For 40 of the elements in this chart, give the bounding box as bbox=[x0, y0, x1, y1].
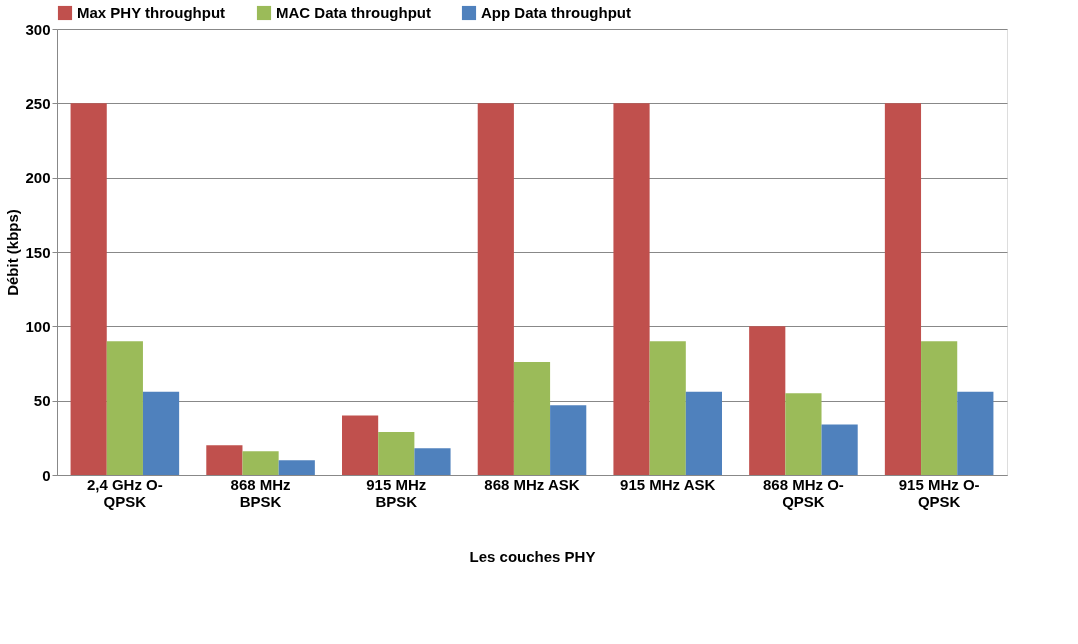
bar bbox=[785, 393, 822, 475]
bar bbox=[106, 341, 143, 475]
x-tick-label: 915 MHz O- QPSK bbox=[898, 475, 980, 510]
y-tick-label: 300 bbox=[25, 20, 51, 38]
x-tick-label: 868 MHz BPSK bbox=[230, 475, 291, 510]
legend-label: App Data throughput bbox=[481, 4, 631, 21]
bar bbox=[749, 326, 786, 475]
x-tick-label: 915 MHz ASK bbox=[620, 475, 716, 493]
y-tick-label: 250 bbox=[25, 94, 51, 112]
bar bbox=[550, 405, 587, 475]
bar bbox=[921, 341, 958, 475]
bar bbox=[884, 103, 922, 475]
legend-label: MAC Data throughput bbox=[276, 4, 431, 21]
x-tick-label: 915 MHz BPSK bbox=[366, 475, 427, 510]
bar bbox=[513, 362, 551, 475]
bar bbox=[957, 391, 994, 475]
bar bbox=[278, 460, 315, 475]
y-tick-label: 0 bbox=[42, 466, 51, 484]
y-tick-label: 50 bbox=[33, 392, 51, 410]
bar bbox=[414, 448, 451, 475]
x-tick-label: 2,4 GHz O- QPSK bbox=[86, 475, 163, 510]
bar bbox=[613, 103, 650, 475]
legend-label: Max PHY throughput bbox=[77, 4, 226, 21]
y-tick-label: 150 bbox=[25, 243, 51, 261]
bar bbox=[206, 445, 243, 475]
bar bbox=[821, 424, 858, 475]
y-tick-label: 200 bbox=[25, 169, 51, 187]
x-axis-title: Les couches PHY bbox=[469, 547, 596, 565]
bar bbox=[685, 391, 722, 475]
bar bbox=[477, 103, 514, 475]
y-tick-label: 100 bbox=[25, 317, 51, 335]
bar bbox=[378, 431, 415, 475]
bar bbox=[242, 451, 279, 475]
y-axis-title: Débit (kbps) bbox=[4, 209, 22, 296]
bar bbox=[649, 341, 686, 475]
bar bbox=[342, 415, 379, 475]
x-tick-label: 868 MHz ASK bbox=[484, 475, 580, 493]
x-tick-label: 868 MHz O- QPSK bbox=[763, 475, 844, 510]
bar bbox=[70, 103, 107, 475]
bar bbox=[142, 391, 180, 475]
